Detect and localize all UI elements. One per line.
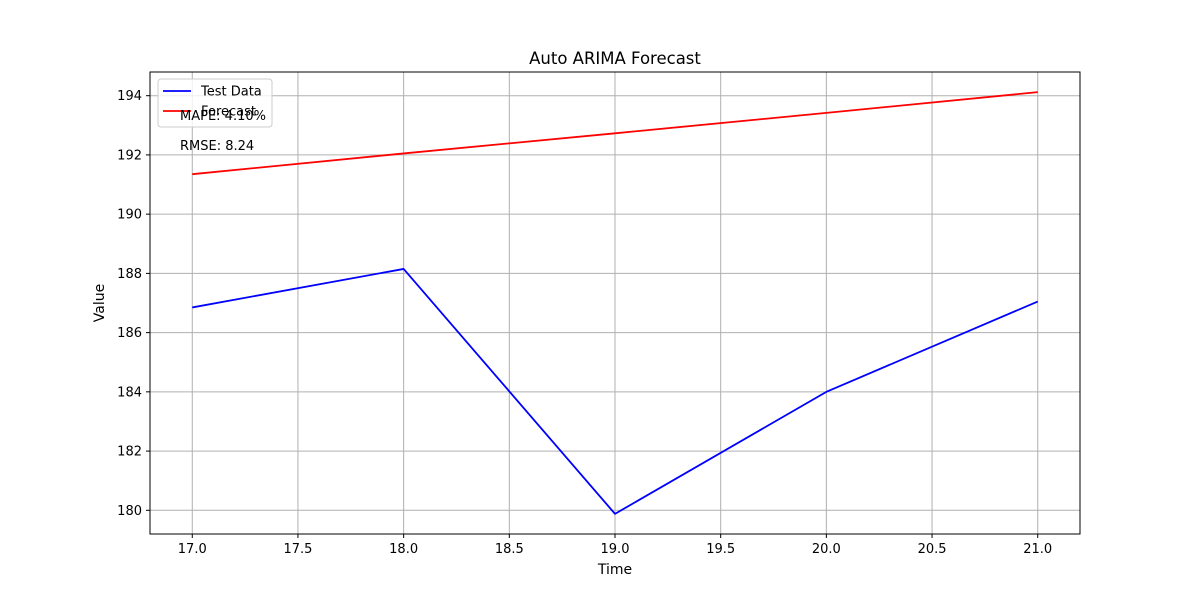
x-tick-label: 19.5 bbox=[706, 542, 735, 557]
y-axis-label: Value bbox=[92, 284, 108, 322]
x-tick-label: 19.0 bbox=[601, 542, 630, 557]
y-tick-label: 192 bbox=[117, 148, 142, 163]
x-tick-label: 21.0 bbox=[1023, 542, 1052, 557]
annotation-text: RMSE: 8.24 bbox=[180, 139, 254, 154]
x-tick-label: 20.0 bbox=[812, 542, 841, 557]
x-tick-label: 18.0 bbox=[389, 542, 418, 557]
x-tick-label: 20.5 bbox=[918, 542, 947, 557]
x-tick-label: 18.5 bbox=[495, 542, 524, 557]
series-layer bbox=[192, 91, 1039, 515]
grid bbox=[150, 72, 1080, 534]
y-axis: 180 182 184 186 188 190 192 194 bbox=[117, 89, 150, 519]
x-tick-label: 17.5 bbox=[283, 542, 312, 557]
y-tick-label: 194 bbox=[117, 89, 142, 104]
series-line-test-data bbox=[192, 268, 1039, 515]
series-line-forecast bbox=[192, 91, 1038, 176]
x-tick-label: 17.0 bbox=[178, 542, 207, 557]
y-tick-label: 184 bbox=[117, 385, 142, 400]
legend: Test Data Forecast bbox=[157, 78, 273, 128]
chart-title: Auto ARIMA Forecast bbox=[529, 49, 701, 68]
x-axis-label: Time bbox=[597, 562, 632, 578]
legend-label-forecast: Forecast bbox=[201, 105, 256, 120]
y-tick-label: 180 bbox=[117, 504, 142, 519]
legend-label-test-data: Test Data bbox=[200, 85, 262, 100]
x-axis: 17.0 17.5 18.0 18.5 19.0 19.5 20.0 20.5 21.0 bbox=[178, 534, 1052, 557]
y-tick-label: 190 bbox=[117, 208, 142, 223]
y-tick-label: 186 bbox=[117, 326, 142, 341]
y-tick-label: 182 bbox=[117, 445, 142, 460]
annotation-text: MAPE: 4.10% bbox=[180, 109, 266, 124]
annotations: MAPE: 4.10% RMSE: 8.24 bbox=[180, 109, 266, 154]
y-tick-label: 188 bbox=[117, 267, 142, 282]
